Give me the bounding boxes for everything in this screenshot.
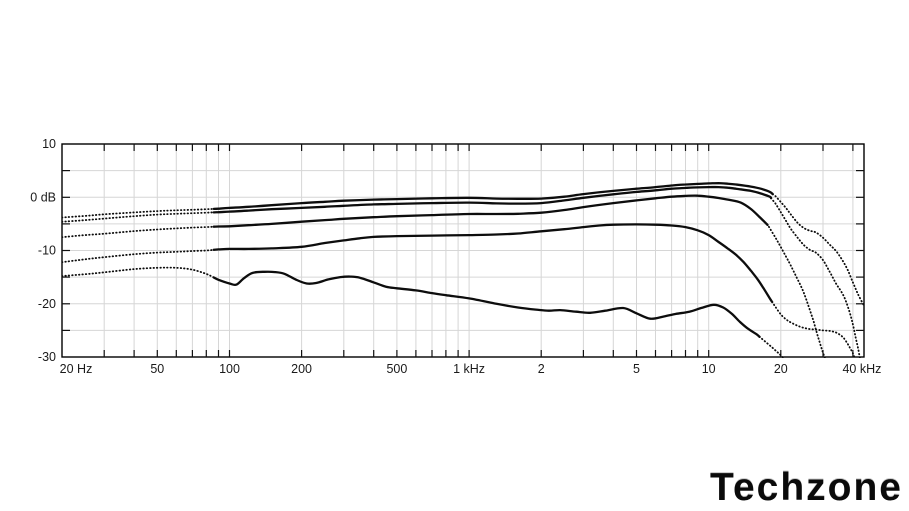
svg-text:40 kHz: 40 kHz	[842, 362, 881, 376]
techzone-logo: Techzone	[710, 466, 903, 509]
curve-3-solid	[212, 194, 769, 228]
x-axis-labels: 20 Hz 50 100 200 500 1 kHz 2 5 10 20 40 kHz	[60, 362, 882, 376]
curve-2-dotted	[62, 211, 215, 223]
curve-5-bottom-dotted	[758, 335, 785, 358]
svg-text:20 Hz: 20 Hz	[60, 362, 93, 376]
curve-2-dotted	[770, 197, 861, 358]
curve-3-dotted	[766, 223, 826, 358]
curve-1-top-solid	[212, 181, 774, 211]
curve-5-bottom-dotted	[62, 266, 215, 279]
svg-text:-10: -10	[38, 244, 56, 258]
response-curves	[62, 181, 864, 358]
svg-text:2: 2	[538, 362, 545, 376]
svg-text:500: 500	[386, 362, 407, 376]
curve-4-dotted	[771, 301, 856, 358]
curve-4-dotted	[62, 248, 215, 264]
svg-text:200: 200	[291, 362, 312, 376]
svg-text:-30: -30	[38, 350, 56, 364]
curve-3-dotted	[62, 225, 215, 239]
svg-text:100: 100	[219, 362, 240, 376]
curve-5-bottom-solid	[212, 270, 761, 338]
curve-1-top-dotted	[771, 193, 864, 307]
curve-4-solid	[212, 223, 774, 304]
curve-1-top-dotted	[62, 208, 215, 219]
svg-text:1 kHz: 1 kHz	[453, 362, 485, 376]
y-axis-labels: 10 0 dB -10 -20 -30	[30, 137, 56, 364]
svg-text:5: 5	[633, 362, 640, 376]
curve-2-solid	[212, 185, 773, 214]
svg-text:0 dB: 0 dB	[30, 190, 56, 204]
svg-text:-20: -20	[38, 297, 56, 311]
svg-text:50: 50	[150, 362, 164, 376]
svg-text:20: 20	[774, 362, 788, 376]
svg-text:10: 10	[42, 137, 56, 151]
svg-text:10: 10	[702, 362, 716, 376]
